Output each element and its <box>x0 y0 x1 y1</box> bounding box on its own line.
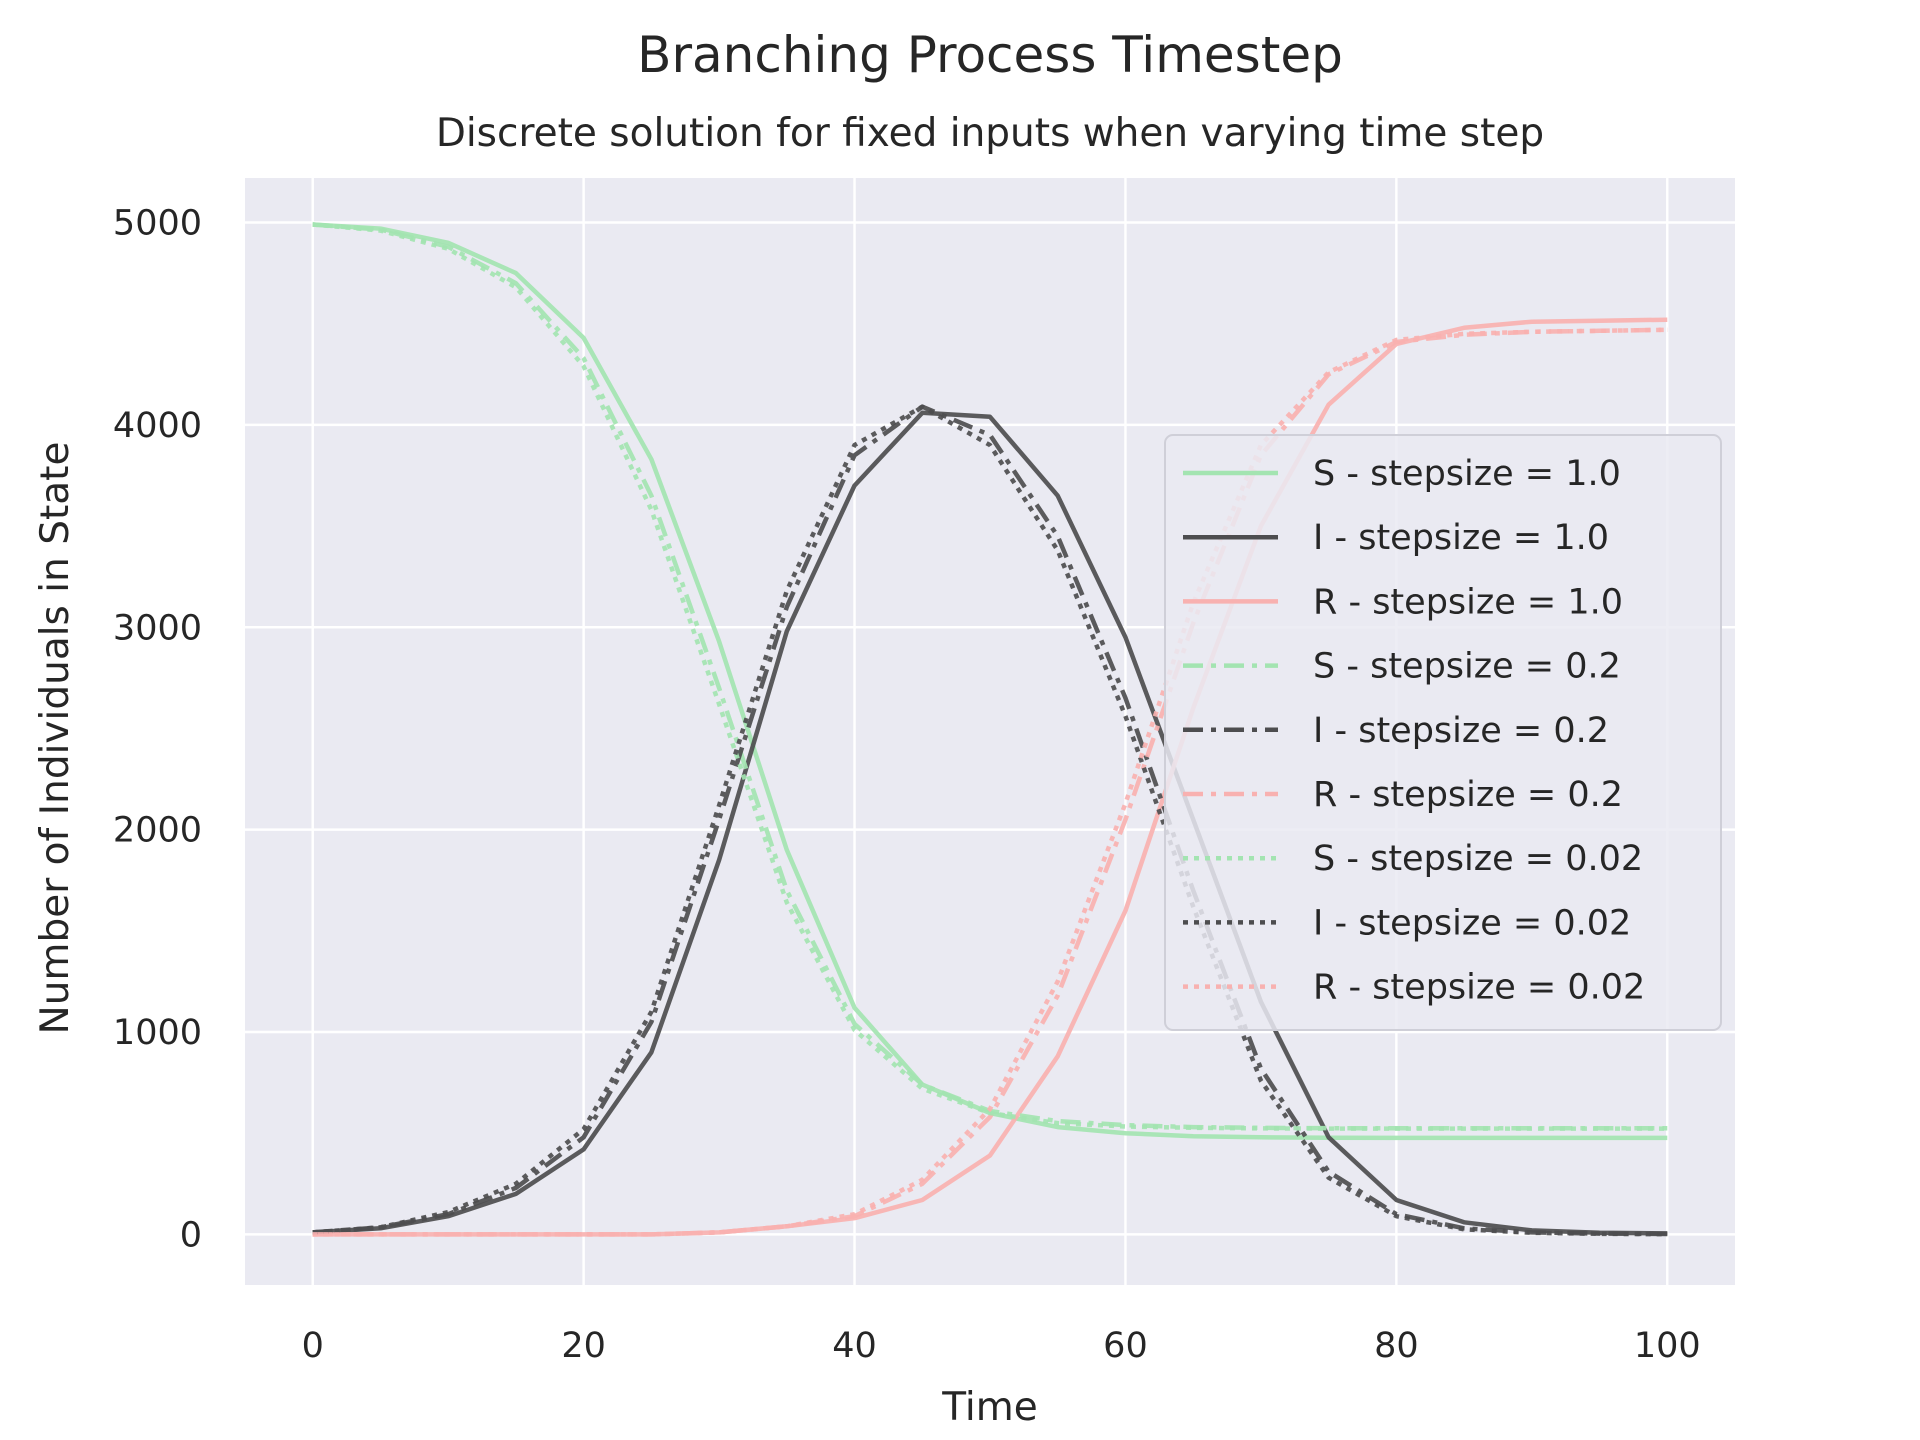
x-tick-label: 100 <box>1634 1326 1701 1366</box>
y-tick-label: 4000 <box>113 406 202 446</box>
series-line-i-solid <box>312 410 1668 1236</box>
legend-item-label: I - stepsize = 0.02 <box>1313 903 1631 943</box>
x-tick-label: 20 <box>561 1326 606 1366</box>
legend-item-label: I - stepsize = 0.2 <box>1313 711 1609 751</box>
y-tick-label: 5000 <box>113 204 202 244</box>
x-tick-label: 60 <box>1103 1326 1148 1366</box>
series-line-r-solid <box>312 317 1668 1237</box>
legend-item-label: S - stepsize = 0.02 <box>1313 839 1643 879</box>
x-tick-label: 80 <box>1374 1326 1419 1366</box>
legend-item-label: R - stepsize = 0.02 <box>1313 968 1645 1008</box>
series-line-i-dashdot <box>312 404 1668 1237</box>
legend-item-label: S - stepsize = 1.0 <box>1313 454 1621 494</box>
legend-item-label: S - stepsize = 0.2 <box>1313 647 1621 687</box>
series-line-s-dotted <box>312 222 1668 1131</box>
y-axis-label: Number of Individuals in State <box>33 442 78 1035</box>
series-line-r-dashdot <box>312 327 1668 1237</box>
legend-box <box>1164 434 1722 1031</box>
series-line-i-dotted <box>312 404 1668 1237</box>
y-tick-label: 2000 <box>113 811 202 851</box>
chart-title: Branching Process Timestep <box>637 26 1343 84</box>
y-tick-label: 0 <box>180 1215 202 1255</box>
series-group <box>312 222 1668 1237</box>
legend: S - stepsize = 1.0 I - stepsize = 1.0 R - … <box>1164 434 1722 1031</box>
x-axis-label: Time <box>941 1385 1037 1430</box>
x-tick-label: 40 <box>832 1326 877 1366</box>
x-tick-label: 0 <box>302 1326 324 1366</box>
y-tick-label: 3000 <box>113 608 202 648</box>
legend-item-label: R - stepsize = 1.0 <box>1313 582 1623 622</box>
legend-item-label: I - stepsize = 1.0 <box>1313 518 1609 558</box>
series-line-r-dotted <box>312 327 1668 1237</box>
y-tick-label: 1000 <box>113 1013 202 1053</box>
chart-subtitle: Discrete solution for fixed inputs when … <box>436 111 1544 156</box>
legend-item-label: R - stepsize = 0.2 <box>1313 775 1623 815</box>
